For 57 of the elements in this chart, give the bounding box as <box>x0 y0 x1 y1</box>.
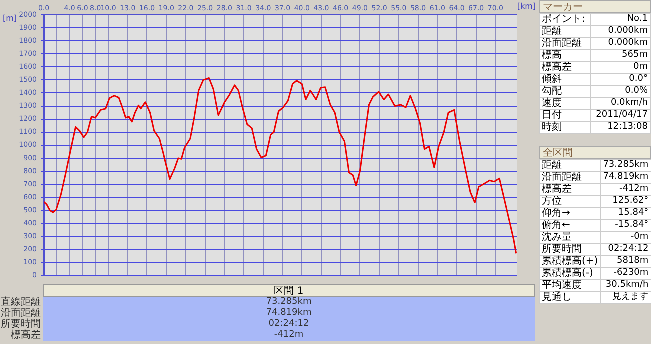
text: 俯角← <box>540 220 601 232</box>
text: 日付 <box>540 110 591 122</box>
text: -6230m <box>600 268 651 280</box>
text: 5818m <box>600 256 651 268</box>
text: -412m <box>600 184 651 196</box>
text: 標高差 <box>10 330 42 341</box>
text: 74.819km <box>43 308 535 319</box>
text: 累積標高(-) <box>540 268 601 280</box>
text: 距離 <box>540 160 601 172</box>
text: 0.000km <box>590 26 650 38</box>
text: 02:24:12 <box>600 244 651 256</box>
text: 所要時間 <box>0 319 42 330</box>
text: 沿面距離 <box>540 38 591 50</box>
text: -15.84° <box>600 220 651 232</box>
text: ポイント: <box>540 14 591 26</box>
text: 0.0% <box>590 86 650 98</box>
text: 沿面距離 <box>0 308 42 319</box>
text: 標高差 <box>540 62 591 74</box>
text: 0m <box>590 62 650 74</box>
text: -0m <box>600 232 651 244</box>
text: 565m <box>590 50 650 62</box>
text: 0.0° <box>590 74 650 86</box>
text: 15.84° <box>600 208 651 220</box>
text: 方位 <box>540 196 601 208</box>
text: 所要時間 <box>540 244 601 256</box>
text: 累積標高(+) <box>540 256 601 268</box>
text: 125.62° <box>600 196 651 208</box>
text: 区間 1 <box>43 284 535 297</box>
text: 73.285km <box>43 297 535 308</box>
text: 勾配 <box>540 86 591 98</box>
text: 74.819km <box>600 172 651 184</box>
text: No.1 <box>590 14 650 26</box>
text: 2011/04/17 <box>590 110 650 122</box>
text: 全区間 <box>539 146 651 159</box>
text: 沿面距離 <box>540 172 601 184</box>
text: 距離 <box>540 26 591 38</box>
x-axis-title: [km] <box>517 2 536 11</box>
text: 平均速度 <box>540 280 601 292</box>
text: 30.5km/h <box>600 280 651 292</box>
text: 直線距離 <box>0 297 42 308</box>
text: 02:24:12 <box>43 319 535 330</box>
text: -412m <box>43 330 535 341</box>
text: 沈み量 <box>540 232 601 244</box>
text: 傾斜 <box>540 74 591 86</box>
text: 時刻 <box>540 122 591 134</box>
text: 見えます <box>600 292 651 304</box>
text: 73.285km <box>600 160 651 172</box>
y-axis-title: [m] <box>3 14 18 23</box>
text: 見通し <box>540 292 601 304</box>
text: 仰角→ <box>540 208 601 220</box>
text: 12:13:08 <box>590 122 650 134</box>
text: 標高差 <box>540 184 601 196</box>
text: 速度 <box>540 98 591 110</box>
text: 0.0km/h <box>590 98 650 110</box>
text: マーカー <box>539 0 651 13</box>
text: 標高 <box>540 50 591 62</box>
text: 0.000km <box>590 38 650 50</box>
